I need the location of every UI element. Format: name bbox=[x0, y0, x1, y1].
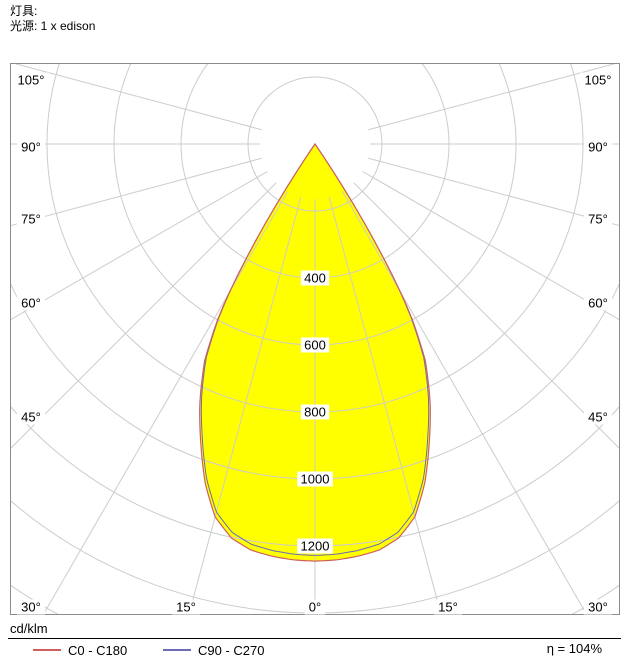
angle-label-bottom: 30° bbox=[588, 600, 608, 615]
angle-label-left-bg bbox=[16, 211, 46, 227]
legend-item-c0: C0 - C180 bbox=[33, 642, 127, 658]
angle-label-left-bg bbox=[16, 409, 46, 425]
ring-label-bg bbox=[300, 337, 330, 353]
curve-c90-c270 bbox=[200, 143, 430, 556]
grid-ray bbox=[10, 171, 268, 321]
angle-label-left: 75° bbox=[21, 212, 41, 227]
angle-label-left: 90° bbox=[21, 140, 41, 155]
angle-label-bottom-bg bbox=[16, 599, 46, 615]
grid-ray bbox=[328, 196, 442, 615]
efficiency-label: η = 104% bbox=[546, 641, 602, 656]
angle-label-left-bg bbox=[16, 295, 46, 311]
angle-label-right-bg bbox=[583, 409, 613, 425]
angle-label-left: 105° bbox=[18, 73, 45, 88]
legend-label-c90: C90 - C270 bbox=[198, 642, 265, 658]
angle-label-right-bg bbox=[583, 211, 613, 227]
curve-c0-c180 bbox=[199, 142, 431, 562]
grid-ray bbox=[362, 171, 620, 321]
angle-label-right: 75° bbox=[588, 212, 608, 227]
angle-label-right-bg bbox=[580, 72, 616, 88]
header: 灯具: 光源: 1 x edison bbox=[10, 4, 95, 34]
grid-ray bbox=[367, 63, 620, 131]
angle-label-right: 105° bbox=[585, 73, 612, 88]
angle-label-left-bg bbox=[13, 72, 49, 88]
angle-label-bottom: 0° bbox=[309, 600, 321, 615]
angle-label-right-bg bbox=[583, 139, 613, 155]
angle-label-left-bg bbox=[16, 139, 46, 155]
ring-label: 800 bbox=[304, 405, 326, 420]
legend-item-c90: C90 - C270 bbox=[163, 642, 264, 658]
ring-label: 1000 bbox=[301, 472, 330, 487]
angle-label-right: 90° bbox=[588, 140, 608, 155]
angle-label-right: 60° bbox=[588, 296, 608, 311]
angle-label-right: 45° bbox=[588, 410, 608, 425]
angle-label-bottom: 15° bbox=[176, 600, 196, 615]
grid-ray bbox=[353, 182, 620, 450]
ring-label-bg bbox=[300, 270, 330, 286]
ring-label-bg bbox=[300, 404, 330, 420]
angle-label-bottom-bg bbox=[171, 599, 201, 615]
angle-label-left: 45° bbox=[21, 410, 41, 425]
source-label: 光源: 1 x edison bbox=[10, 19, 96, 33]
grid-ray bbox=[10, 157, 263, 227]
ring-label: 600 bbox=[304, 338, 326, 353]
unit-label: cd/klm bbox=[10, 621, 48, 636]
angle-label-bottom-bg bbox=[583, 599, 613, 615]
angle-label-bottom: 30° bbox=[21, 600, 41, 615]
grid-ray bbox=[367, 157, 620, 227]
grid-ray bbox=[10, 63, 263, 131]
angle-label-bottom-bg bbox=[304, 599, 326, 615]
ring-label: 400 bbox=[304, 271, 326, 286]
legend-label-c0: C0 - C180 bbox=[68, 642, 128, 658]
grid-ray bbox=[188, 196, 302, 615]
c0-line-sample bbox=[33, 649, 61, 651]
ring-label-bg bbox=[297, 538, 333, 554]
ring-label-bg bbox=[297, 471, 333, 487]
angle-label-bottom-bg bbox=[433, 599, 463, 615]
angle-label-bottom: 15° bbox=[438, 600, 458, 615]
fixture-label: 灯具: bbox=[10, 4, 38, 18]
angle-label-left: 60° bbox=[21, 296, 41, 311]
angle-label-right-bg bbox=[583, 295, 613, 311]
ring-label: 1200 bbox=[301, 539, 330, 554]
footer-separator bbox=[8, 638, 621, 639]
c90-line-sample bbox=[163, 649, 191, 651]
grid-ray bbox=[10, 182, 277, 450]
